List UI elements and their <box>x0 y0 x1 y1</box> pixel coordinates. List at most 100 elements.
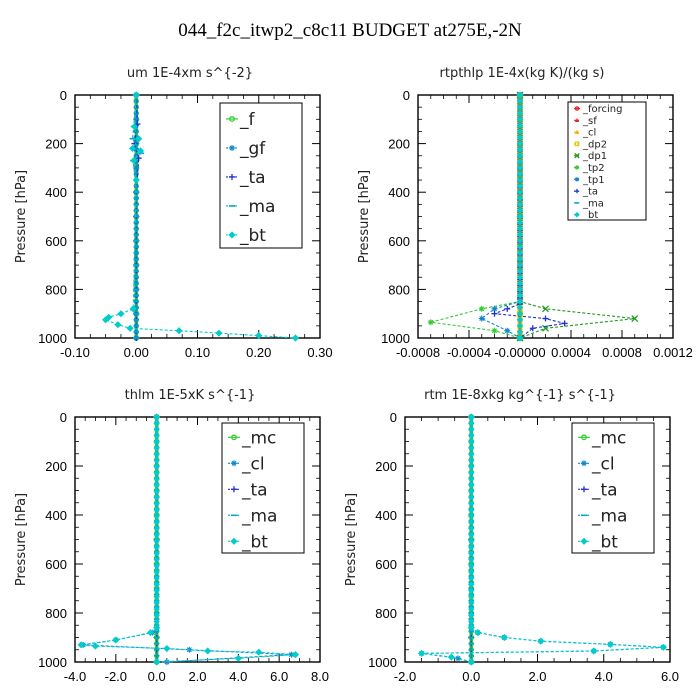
y-tick-label: 0 <box>60 88 67 103</box>
data-point <box>153 475 160 483</box>
legend-marker <box>574 129 580 134</box>
page-title: 044_f2c_itwp2_c8c11 BUDGET at275E,-2N <box>178 20 522 41</box>
legend-entry: _tp2 <box>574 163 605 174</box>
legend-entry: _ta <box>578 480 618 500</box>
legend-label: _bt <box>591 532 618 552</box>
data-point <box>516 195 524 202</box>
data-point <box>467 413 475 421</box>
y-tick-label: 0 <box>403 88 410 103</box>
data-point <box>153 593 160 600</box>
data-point <box>516 243 524 251</box>
y-axis-label: Pressure [hPa] <box>357 170 372 263</box>
legend-label: _dp2 <box>582 139 607 150</box>
legend-thlm: _mc _cl _ta _ma _bt <box>221 422 305 554</box>
legend-label: _cl <box>591 454 615 474</box>
data-point <box>153 658 161 666</box>
data-point <box>133 171 139 177</box>
legend-marker <box>574 188 580 194</box>
x-tick-label: -2.0 <box>105 669 127 684</box>
data-point <box>77 641 85 649</box>
series-line <box>430 95 521 339</box>
series-bt <box>516 91 524 342</box>
data-point <box>130 123 138 131</box>
data-point <box>163 644 171 653</box>
data-point <box>468 488 475 495</box>
series-bt <box>102 91 300 342</box>
legend-entry: _dp2 <box>574 139 607 150</box>
data-point <box>136 147 145 155</box>
data-point <box>132 176 140 184</box>
data-point <box>516 158 524 165</box>
data-point <box>516 292 524 299</box>
y-tick-label: 400 <box>45 508 67 523</box>
x-tick-label: 0.10 <box>185 345 210 360</box>
legend-entry: _ma <box>574 198 604 209</box>
data-point <box>468 519 475 526</box>
data-point <box>468 531 475 538</box>
chart-um: 0 200 400 600 800 1000-0.10 0.00 0.10 0.20 0.30 Pr… <box>14 88 333 360</box>
y-tick-label: 1000 <box>381 331 410 346</box>
legend-entry: _ta <box>574 187 598 198</box>
data-point <box>153 612 160 619</box>
y-tick-label: 800 <box>375 606 397 621</box>
data-point <box>516 182 524 190</box>
legend-rtm: _mc _cl _ta _ma _bt <box>571 422 655 554</box>
data-point <box>516 140 524 147</box>
data-point <box>132 91 140 99</box>
legend-marker <box>228 231 236 239</box>
legend-label: _ma <box>239 197 275 217</box>
data-point <box>153 587 160 594</box>
legend-marker <box>581 486 587 493</box>
data-point <box>516 322 524 330</box>
legend-entry: _mc <box>228 428 276 448</box>
legend-label: _ta <box>582 187 598 198</box>
data-point <box>468 562 475 569</box>
x-tick-label: 8.0 <box>311 669 329 684</box>
data-point <box>504 305 511 312</box>
legend-marker <box>229 173 235 180</box>
data-point <box>153 420 160 427</box>
data-point <box>133 110 139 116</box>
legend-entry: _bt <box>226 226 266 246</box>
y-axis-label: Pressure [hPa] <box>14 170 29 263</box>
legend-marker <box>231 434 237 441</box>
y-tick-label: 200 <box>375 459 397 474</box>
data-point <box>468 537 475 545</box>
data-point <box>468 587 475 594</box>
series-line <box>494 95 565 339</box>
data-point <box>153 618 160 625</box>
y-tick-label: 200 <box>388 137 410 152</box>
data-point <box>133 164 140 171</box>
data-point <box>153 512 160 520</box>
data-point <box>114 321 122 329</box>
y-tick-label: 400 <box>375 508 397 523</box>
data-point <box>468 426 475 433</box>
x-tick-label: -0.0008 <box>396 345 440 360</box>
data-point <box>153 624 161 632</box>
data-point <box>516 164 524 172</box>
panel-title-rtm: rtm 1E-8xkg kg^{-1} s^{-1} <box>424 388 616 403</box>
chart-rtm: 0 200 400 600 800 1000-2.0 0.0 2.0 4.0 6.0 Pressur… <box>344 410 679 684</box>
legend-entry: _tp1 <box>574 175 605 186</box>
data-point <box>153 550 160 557</box>
data-point <box>516 298 524 305</box>
data-point <box>542 324 549 332</box>
legend-entry: _dp1 <box>574 151 607 162</box>
data-point <box>117 310 125 318</box>
data-point <box>153 543 160 551</box>
y-tick-label: 200 <box>45 137 67 152</box>
data-point <box>447 653 455 661</box>
data-point <box>467 658 475 666</box>
data-point <box>133 153 139 159</box>
legend-entry: _bt <box>578 532 618 552</box>
data-point <box>491 310 498 317</box>
legend-entry: _f <box>226 110 256 130</box>
data-point <box>153 568 160 576</box>
data-point <box>135 135 143 143</box>
data-point <box>516 225 524 232</box>
legend-label: _bt <box>239 226 266 246</box>
legend-rtpthlp: _forcing_sf_cl_dp2_dp1_tp2_tp1_ta_ma_bt <box>567 101 647 221</box>
data-point <box>468 612 475 619</box>
data-point <box>468 432 475 439</box>
panel-title-rtpthlp: rtpthlp 1E-4x(kg K)/(kg s) <box>439 66 605 81</box>
